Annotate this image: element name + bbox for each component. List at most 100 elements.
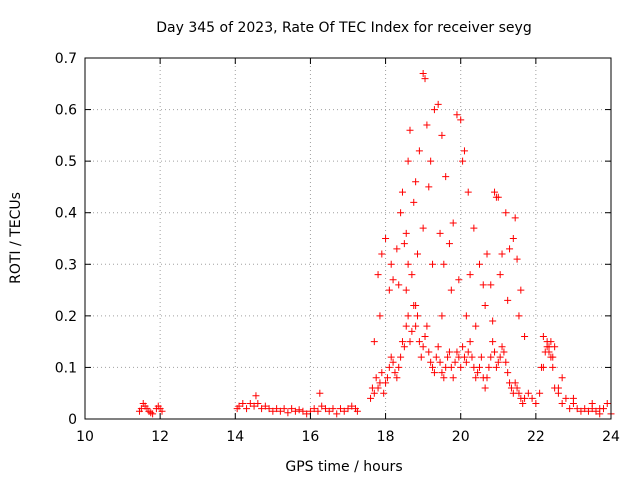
data-point (348, 402, 356, 410)
data-point (436, 358, 444, 366)
grid-lines (85, 58, 611, 419)
data-point (419, 343, 427, 351)
data-point (513, 255, 521, 263)
data-point (447, 286, 455, 294)
data-point (421, 75, 429, 83)
data-point (430, 369, 438, 377)
data-point (496, 353, 504, 361)
y-axis-ticks: 0 0.1 0.2 0.3 0.4 0.5 0.6 0.7 (55, 51, 611, 428)
data-point (393, 245, 401, 253)
data-point (562, 394, 570, 402)
data-point (569, 394, 577, 402)
x-tick-label: 22 (527, 429, 545, 445)
data-point (340, 407, 348, 415)
data-point (455, 276, 463, 284)
data-point (549, 353, 557, 361)
data-point (539, 332, 547, 340)
data-point (378, 250, 386, 258)
data-point (494, 358, 502, 366)
data-point (434, 100, 442, 108)
data-point (382, 235, 390, 242)
data-point (402, 229, 410, 237)
data-point (316, 389, 324, 397)
data-point (449, 219, 457, 227)
data-point (408, 327, 416, 335)
data-point (295, 406, 303, 414)
data-point (584, 407, 592, 415)
data-point (483, 374, 491, 382)
data-point (445, 240, 453, 248)
data-point (273, 405, 281, 413)
data-point (288, 405, 296, 413)
data-point (310, 405, 318, 413)
data-point (372, 374, 380, 382)
data-point (483, 250, 491, 258)
data-point (417, 353, 425, 361)
data-point (402, 322, 410, 330)
data-point (502, 209, 510, 217)
data-point (382, 379, 390, 387)
data-point (412, 322, 420, 330)
data-point (460, 353, 468, 361)
data-point (370, 338, 378, 346)
data-point (459, 157, 467, 165)
data-point (397, 353, 405, 361)
data-point (329, 405, 337, 413)
data-point (158, 407, 166, 415)
data-point (603, 400, 611, 408)
data-point (438, 369, 446, 377)
data-point (474, 369, 482, 377)
data-point (496, 271, 504, 279)
data-point (432, 353, 440, 361)
data-point (438, 131, 446, 139)
data-point (543, 343, 551, 351)
data-point (400, 343, 408, 351)
data-point (389, 358, 397, 366)
data-point (410, 198, 418, 206)
data-point (481, 384, 489, 392)
data-point (434, 343, 442, 351)
data-point (398, 188, 406, 196)
data-point (549, 363, 557, 371)
data-point (513, 384, 521, 392)
data-point (509, 235, 517, 242)
x-tick-label: 12 (151, 429, 169, 445)
data-points (135, 69, 615, 418)
data-point (485, 363, 493, 371)
data-point (504, 296, 512, 304)
data-point (470, 224, 478, 232)
data-point (429, 363, 437, 371)
data-point (404, 157, 412, 165)
data-point (489, 317, 497, 325)
data-point (284, 409, 292, 417)
data-point (367, 394, 375, 402)
data-point (466, 271, 474, 279)
data-point (425, 183, 433, 191)
data-point (498, 250, 506, 258)
data-point (149, 410, 157, 418)
data-point (380, 389, 388, 397)
data-point (280, 405, 288, 413)
data-point (451, 358, 459, 366)
data-point (397, 209, 405, 217)
x-tick-label: 14 (226, 429, 244, 445)
data-point (252, 392, 260, 400)
data-point (406, 126, 414, 134)
data-point (487, 353, 495, 361)
y-tick-label: 0.2 (55, 309, 77, 325)
data-point (429, 260, 437, 268)
data-point (425, 348, 433, 356)
data-point (476, 363, 483, 371)
data-point (385, 286, 393, 294)
data-point (487, 281, 495, 289)
x-tick-label: 20 (452, 429, 470, 445)
data-point (389, 276, 397, 284)
data-point (449, 374, 457, 382)
data-point (395, 281, 403, 289)
data-point (404, 312, 412, 320)
data-point (370, 389, 378, 397)
data-point (376, 312, 384, 320)
data-point (235, 402, 243, 410)
data-point (427, 358, 435, 366)
x-tick-label: 18 (377, 429, 395, 445)
